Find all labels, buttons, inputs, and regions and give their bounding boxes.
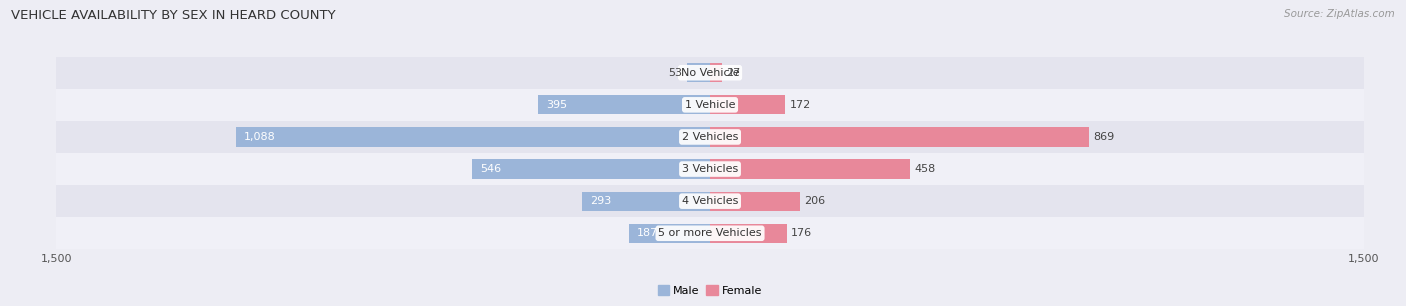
Bar <box>710 127 1088 147</box>
Bar <box>56 153 1364 185</box>
Text: 1 Vehicle: 1 Vehicle <box>685 100 735 110</box>
Bar <box>710 224 787 243</box>
Text: 53: 53 <box>669 68 682 78</box>
Text: 187: 187 <box>637 228 658 238</box>
Text: No Vehicle: No Vehicle <box>681 68 740 78</box>
Bar <box>710 192 800 211</box>
Text: 5 or more Vehicles: 5 or more Vehicles <box>658 228 762 238</box>
Bar <box>582 192 710 211</box>
Bar <box>56 89 1364 121</box>
Text: 546: 546 <box>479 164 501 174</box>
Text: Source: ZipAtlas.com: Source: ZipAtlas.com <box>1284 9 1395 19</box>
Text: 27: 27 <box>725 68 741 78</box>
Text: 869: 869 <box>1092 132 1115 142</box>
Text: 458: 458 <box>914 164 935 174</box>
Text: 172: 172 <box>789 100 811 110</box>
Bar <box>538 95 710 114</box>
Text: 2 Vehicles: 2 Vehicles <box>682 132 738 142</box>
Text: 3 Vehicles: 3 Vehicles <box>682 164 738 174</box>
Text: 395: 395 <box>546 100 567 110</box>
Text: 4 Vehicles: 4 Vehicles <box>682 196 738 206</box>
Text: 1,088: 1,088 <box>243 132 276 142</box>
Bar <box>56 217 1364 249</box>
Bar <box>710 63 721 82</box>
Text: 293: 293 <box>591 196 612 206</box>
Bar <box>472 159 710 179</box>
Bar <box>56 185 1364 217</box>
Bar <box>56 121 1364 153</box>
Text: 206: 206 <box>804 196 825 206</box>
Bar <box>710 95 785 114</box>
Bar <box>56 57 1364 89</box>
Bar <box>710 159 910 179</box>
Bar <box>688 63 710 82</box>
Text: VEHICLE AVAILABILITY BY SEX IN HEARD COUNTY: VEHICLE AVAILABILITY BY SEX IN HEARD COU… <box>11 9 336 22</box>
Text: 176: 176 <box>792 228 813 238</box>
Bar <box>628 224 710 243</box>
Bar <box>236 127 710 147</box>
Legend: Male, Female: Male, Female <box>654 281 766 300</box>
